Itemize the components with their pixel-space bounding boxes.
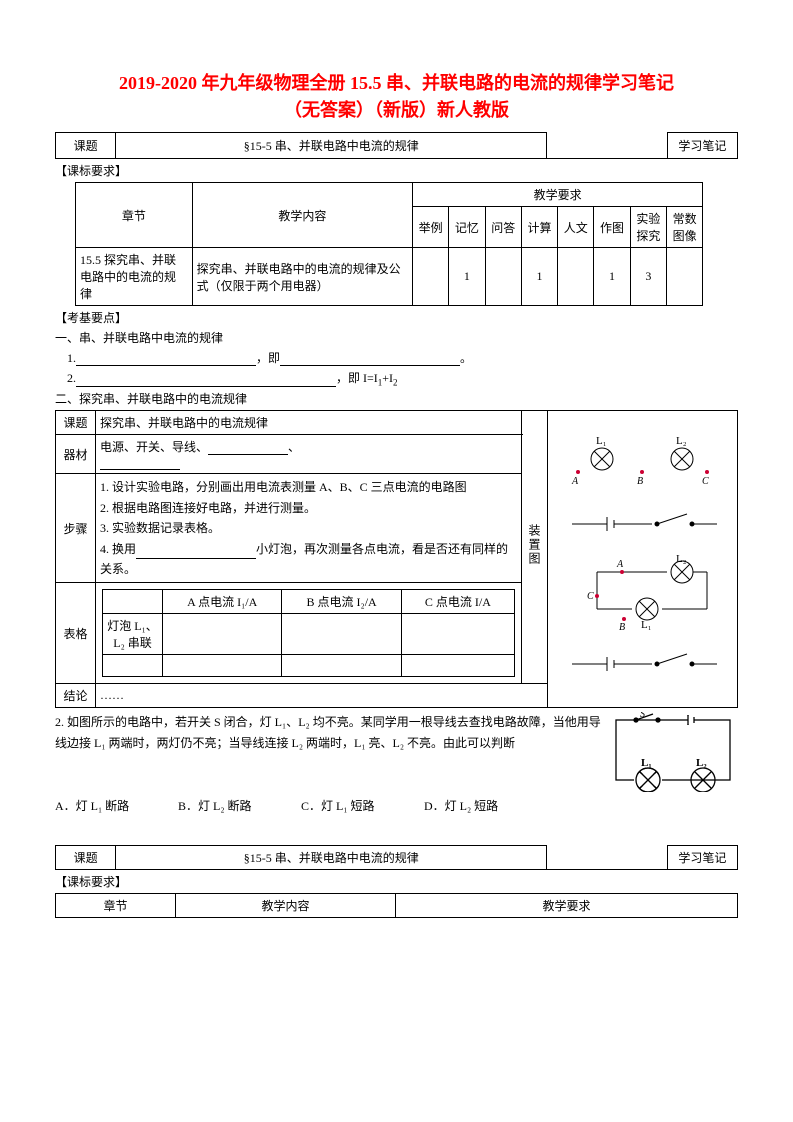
lbl-A: A (571, 476, 579, 487)
topic-header-table-2: 课题 §15-5 串、并联电路中电流的规律 学习笔记 (55, 845, 738, 870)
q2-opt-c[interactable]: C．灯 L₁ 短路 (301, 796, 421, 816)
exp-table-value: A 点电流 I₁/A B 点电流 I₂/A C 点电流 I/A 灯泡 L₁、L₂… (96, 583, 522, 684)
lbl-L1: L₁ (596, 435, 607, 447)
exp-steps-value: 1. 设计实验电路，分别画出用电流表测量 A、B、C 三点电流的电路图 2. 根… (96, 474, 522, 583)
subcol-1: 记忆 (449, 207, 485, 248)
title-line-1: 2019-2020 年九年级物理全册 15.5 串、并联电路的电流的规律学习笔记 (119, 73, 674, 93)
val-3: 1 (521, 248, 557, 306)
svg-text:L₂: L₂ (696, 757, 707, 769)
exp-equip-label: 器材 (56, 435, 96, 474)
topic-label-cell-2: 课题 (56, 845, 116, 869)
lbl-C: C (702, 476, 709, 487)
svg-text:L₁: L₁ (641, 757, 652, 769)
svg-text:C: C (587, 591, 594, 602)
topic-header-table: 课题 §15-5 串、并联电路中电流的规律 学习笔记 (55, 132, 738, 159)
subcol-3: 计算 (521, 207, 557, 248)
lbl-B: B (637, 476, 643, 487)
col-content-2: 教学内容 (176, 893, 396, 917)
blank-1b[interactable] (280, 352, 460, 366)
subcol-5: 作图 (594, 207, 630, 248)
exp-steps-label: 步骤 (56, 474, 96, 583)
val-6: 3 (630, 248, 666, 306)
topic-text-cell: §15-5 串、并联电路中电流的规律 (116, 133, 547, 159)
val-2 (485, 248, 521, 306)
val-5: 1 (594, 248, 630, 306)
row-chapter: 15.5 探究串、并联电路中的电流的规律 (76, 248, 193, 306)
exp-equip-value: 电源、开关、导线、、 (96, 435, 522, 474)
col-chapter-2: 章节 (56, 893, 176, 917)
val-7 (666, 248, 702, 306)
col-content: 教学内容 (192, 183, 412, 248)
svg-text:B: B (619, 622, 625, 633)
question-2: S L₁ L₂ 2. 如图所示的电路中，若开关 S 闭合，灯 L₁、L₂ 均不亮… (55, 712, 738, 816)
spacer-cell (547, 133, 667, 159)
exp-concl-value: …… (96, 684, 548, 708)
col-chapter: 章节 (76, 183, 193, 248)
section-requirements-2: 【课标要求】 (55, 873, 738, 890)
col-req: 教学要求 (413, 183, 703, 207)
subcol-7: 常数图像 (666, 207, 702, 248)
q2-opt-b[interactable]: B．灯 L₂ 断路 (178, 796, 298, 816)
exp-concl-label: 结论 (56, 684, 96, 708)
section-requirements: 【课标要求】 (55, 162, 738, 179)
notes-label-cell: 学习笔记 (667, 133, 737, 159)
blank-2a[interactable] (76, 373, 336, 387)
svg-text:L₁: L₁ (641, 619, 652, 631)
col-req-2: 教学要求 (396, 893, 738, 917)
title-line-2: （无答案）（新版）新人教版 (284, 100, 509, 120)
base-heading-1: 一、串、并联电路中电流的规律 (55, 329, 738, 346)
subcol-2: 问答 (485, 207, 521, 248)
circuit-svg: L₁ L₂ A B C (552, 434, 732, 684)
q2-opt-d[interactable]: D．灯 L₂ 短路 (424, 796, 544, 816)
section-basics: 【考基要点】 (55, 309, 738, 326)
exp-device-label: 装置图 (522, 411, 548, 684)
blank-1a[interactable] (76, 352, 256, 366)
val-1: 1 (449, 248, 485, 306)
topic-text-cell-2: §15-5 串、并联电路中电流的规律 (116, 845, 547, 869)
circuit-diagrams: L₁ L₂ A B C (548, 411, 738, 708)
base-heading-2: 二、探究串、并联电路中的电流规律 (55, 390, 738, 407)
blank-equip-2[interactable] (100, 456, 180, 470)
exp-topic-value: 探究串、并联电路中的电流规律 (96, 411, 522, 435)
base-line-2: 2.，即 I=I1+I2 (55, 369, 738, 387)
blank-equip-1[interactable] (208, 441, 288, 455)
row-content: 探究串、并联电路中的电流的规律及公式（仅限于两个用电器） (192, 248, 412, 306)
blank-step4[interactable] (136, 545, 256, 559)
svg-text:A: A (616, 559, 624, 570)
experiment-table: 课题 探究串、并联电路中的电流规律 装置图 L₁ L₂ A B C (55, 410, 738, 708)
subcol-0: 举例 (413, 207, 449, 248)
topic-label-cell: 课题 (56, 133, 116, 159)
subcol-6: 实验探究 (630, 207, 666, 248)
q2-circuit-icon: S L₁ L₂ (608, 712, 738, 792)
requirements-table-2: 章节 教学内容 教学要求 (55, 893, 738, 918)
exp-topic-label: 课题 (56, 411, 96, 435)
subcol-4: 人文 (558, 207, 594, 248)
exp-table-label: 表格 (56, 583, 96, 684)
svg-text:L₂: L₂ (676, 553, 687, 565)
lbl-L2: L₂ (676, 435, 687, 447)
svg-text:S: S (640, 712, 645, 720)
page-title: 2019-2020 年九年级物理全册 15.5 串、并联电路的电流的规律学习笔记… (55, 70, 738, 124)
val-4 (558, 248, 594, 306)
requirements-table: 章节 教学内容 教学要求 举例 记忆 问答 计算 人文 作图 实验探究 常数图像… (75, 182, 703, 306)
notes-label-cell-2: 学习笔记 (667, 845, 737, 869)
val-0 (413, 248, 449, 306)
q2-opt-a[interactable]: A．灯 L₁ 断路 (55, 796, 175, 816)
base-line-1: 1.，即。 (55, 349, 738, 366)
